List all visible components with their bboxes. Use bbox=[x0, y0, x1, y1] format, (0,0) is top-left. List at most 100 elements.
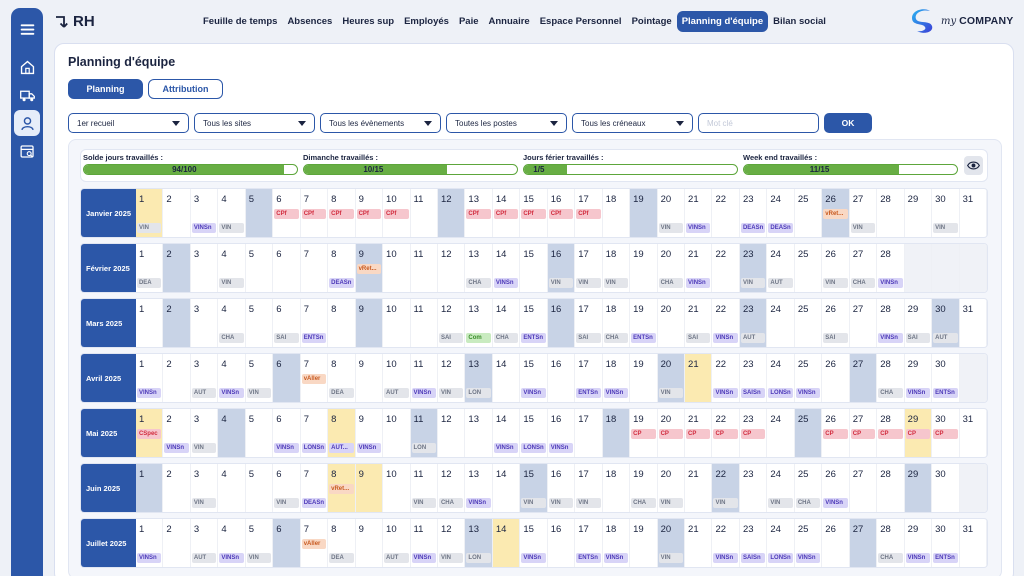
day-cell[interactable]: 30 bbox=[932, 464, 960, 512]
post-badge[interactable]: VINSn bbox=[878, 333, 903, 343]
event-badge[interactable]: CP bbox=[933, 429, 958, 439]
day-cell[interactable]: 17 VIN bbox=[575, 464, 603, 512]
post-badge[interactable]: CHA bbox=[878, 388, 903, 398]
day-cell[interactable]: 19 bbox=[630, 244, 658, 292]
day-cell[interactable]: 13 LON bbox=[465, 519, 493, 567]
day-cell[interactable]: 17 bbox=[575, 409, 603, 457]
day-cell[interactable]: 18 VINSn bbox=[603, 354, 631, 402]
day-cell[interactable]: 2 bbox=[163, 519, 191, 567]
day-cell[interactable]: 16 VIN bbox=[548, 464, 576, 512]
day-cell[interactable]: 6 bbox=[273, 244, 301, 292]
day-cell[interactable]: 19 bbox=[630, 189, 658, 237]
day-cell[interactable]: 13 VINSn bbox=[465, 464, 493, 512]
day-cell[interactable]: 21 CP bbox=[685, 409, 713, 457]
post-badge[interactable]: AUT bbox=[933, 333, 958, 343]
post-badge[interactable]: VINSn bbox=[493, 443, 519, 453]
day-cell[interactable]: 29 CP bbox=[904, 409, 933, 457]
post-badge[interactable]: VINSn bbox=[356, 443, 382, 453]
post-badge[interactable]: VIN bbox=[246, 553, 272, 563]
day-cell[interactable]: 28 bbox=[877, 464, 905, 512]
nav-item[interactable]: Heures sup bbox=[342, 16, 395, 27]
post-badge[interactable]: AUT bbox=[191, 388, 217, 398]
day-cell[interactable]: 30 VIN bbox=[932, 189, 960, 237]
day-cell[interactable]: 27 CHA bbox=[850, 244, 878, 292]
day-cell[interactable]: 1 DEA bbox=[136, 244, 164, 292]
day-cell[interactable]: 2 bbox=[163, 354, 191, 402]
nav-item[interactable]: Paie bbox=[458, 16, 479, 27]
day-cell[interactable]: 9 VINSn bbox=[356, 409, 384, 457]
day-cell[interactable]: 25 VINSn bbox=[795, 519, 823, 567]
day-cell[interactable]: 27 bbox=[850, 299, 878, 347]
day-cell[interactable]: 29 VINSn bbox=[905, 519, 933, 567]
post-badge[interactable]: VINSn bbox=[411, 388, 436, 398]
day-cell[interactable]: 6 bbox=[273, 354, 301, 402]
day-cell[interactable]: 14 VINSn bbox=[493, 409, 521, 457]
event-badge[interactable]: CP bbox=[713, 429, 738, 439]
day-cell[interactable]: 21 bbox=[685, 354, 713, 402]
post-badge[interactable]: VIN bbox=[658, 223, 684, 233]
post-badge[interactable]: AUT bbox=[740, 333, 766, 343]
day-cell[interactable]: 28 VINSn bbox=[877, 299, 905, 347]
day-cell[interactable]: 25 bbox=[795, 299, 823, 347]
day-cell[interactable]: 23 bbox=[740, 464, 768, 512]
day-cell[interactable]: 30 ENTSn bbox=[932, 354, 960, 402]
post-badge[interactable]: ENTSn bbox=[576, 388, 601, 398]
day-cell[interactable]: 2 bbox=[163, 189, 191, 237]
day-cell[interactable]: 10 bbox=[383, 299, 411, 347]
post-badge[interactable]: VINSn bbox=[136, 388, 162, 398]
post-badge[interactable]: SAISn bbox=[740, 388, 766, 398]
brand[interactable]: RH bbox=[54, 13, 95, 30]
post-badge[interactable]: AUT bbox=[768, 278, 793, 288]
post-badge[interactable]: CHA bbox=[795, 498, 821, 508]
day-cell[interactable]: 29 bbox=[904, 464, 933, 512]
post-badge[interactable]: VIN bbox=[191, 498, 217, 508]
day-cell[interactable]: 4 VINSn bbox=[218, 519, 246, 567]
day-cell[interactable]: 30 CP bbox=[932, 409, 960, 457]
day-cell[interactable]: 8 CPf bbox=[328, 189, 356, 237]
day-cell[interactable]: 7 ENTSn bbox=[301, 299, 329, 347]
day-cell[interactable]: 4 VIN bbox=[218, 244, 246, 292]
post-badge[interactable]: VINSn bbox=[274, 443, 299, 453]
day-cell[interactable]: 27 VIN bbox=[850, 189, 878, 237]
post-badge[interactable]: VINSn bbox=[878, 278, 903, 288]
event-badge[interactable]: CP bbox=[878, 429, 903, 439]
event-badge[interactable]: CPf bbox=[301, 209, 327, 219]
post-badge[interactable]: VINSn bbox=[686, 278, 711, 288]
day-cell[interactable]: 19 CP bbox=[630, 409, 658, 457]
day-cell[interactable]: 7 bbox=[301, 244, 329, 292]
day-cell[interactable]: 1 VIN bbox=[135, 189, 164, 237]
day-cell[interactable]: 26 vRet... bbox=[822, 189, 850, 237]
nav-item[interactable]: Employés bbox=[404, 16, 449, 27]
day-cell[interactable]: 5 bbox=[246, 299, 274, 347]
day-cell[interactable]: 4 CHA bbox=[218, 299, 246, 347]
post-badge[interactable]: ENTSn bbox=[933, 553, 958, 563]
post-badge[interactable]: CHA bbox=[466, 278, 491, 288]
day-cell[interactable]: 28 VINSn bbox=[877, 244, 905, 292]
event-badge[interactable]: CPf bbox=[356, 209, 382, 219]
post-badge[interactable]: SAI bbox=[823, 333, 848, 343]
select-sites[interactable]: Tous les sites bbox=[194, 113, 315, 133]
post-badge[interactable]: VIN bbox=[246, 388, 272, 398]
day-cell[interactable]: 21 VINSn bbox=[685, 189, 713, 237]
day-cell[interactable]: 3 VIN bbox=[191, 409, 219, 457]
day-cell[interactable]: 23 SAISn bbox=[740, 519, 768, 567]
day-cell[interactable]: 3 AUT bbox=[191, 519, 219, 567]
post-badge[interactable]: VIN bbox=[658, 553, 684, 563]
day-cell[interactable]: 29 bbox=[905, 189, 933, 237]
post-badge[interactable]: VIN bbox=[219, 278, 244, 288]
calendar-search-icon[interactable] bbox=[14, 138, 40, 164]
day-cell[interactable]: 17 VIN bbox=[575, 244, 603, 292]
day-cell[interactable]: 20 VIN bbox=[658, 464, 686, 512]
day-cell[interactable]: 17 CPf bbox=[575, 189, 603, 237]
day-cell[interactable]: 25 bbox=[794, 409, 823, 457]
nav-item[interactable]: Annuaire bbox=[488, 16, 530, 27]
nav-item[interactable]: Feuille de temps bbox=[203, 16, 278, 27]
post-badge[interactable]: SAISn bbox=[740, 553, 766, 563]
day-cell[interactable]: 7 vAller bbox=[301, 354, 329, 402]
post-badge[interactable]: VINSn bbox=[219, 388, 244, 398]
ok-button[interactable]: OK bbox=[824, 113, 872, 133]
post-badge[interactable]: VINSn bbox=[905, 553, 931, 563]
day-cell[interactable]: 9 CPf bbox=[356, 189, 384, 237]
day-cell[interactable]: 18 VIN bbox=[603, 244, 631, 292]
day-cell[interactable]: 4 VINSn bbox=[218, 354, 246, 402]
